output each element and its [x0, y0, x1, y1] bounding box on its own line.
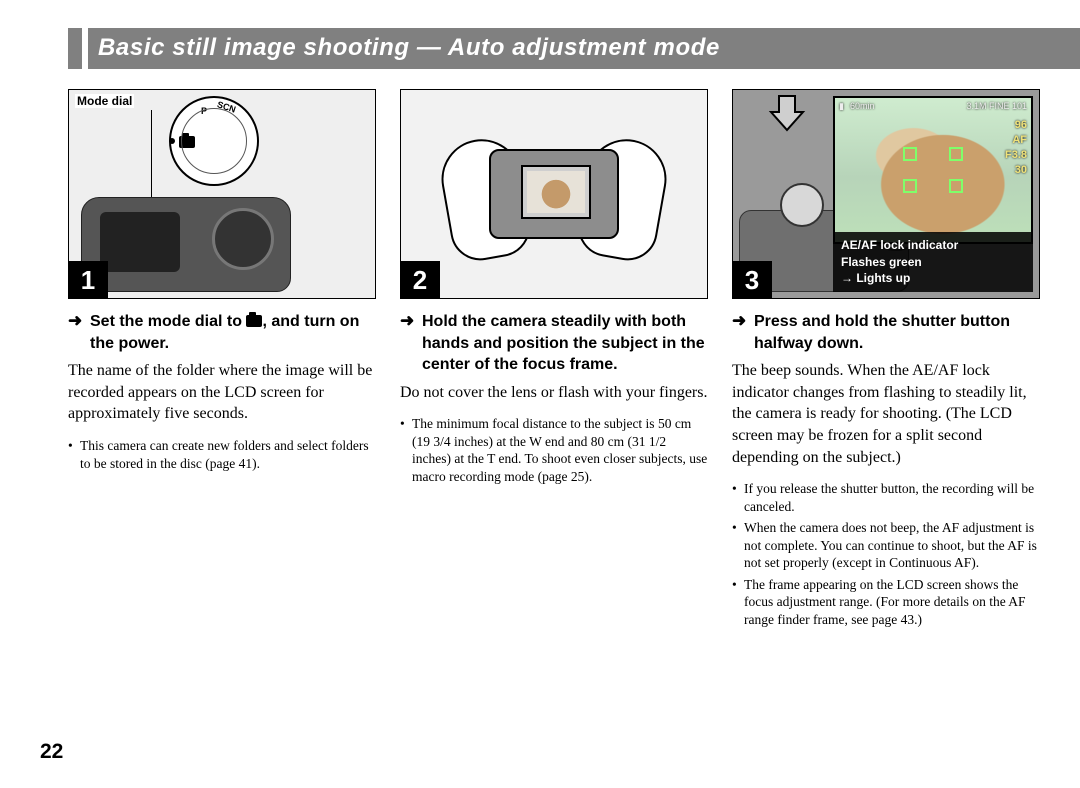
- step-1-notes: This camera can create new folders and s…: [68, 437, 376, 472]
- step-1: Mode dial P SCN 1 ➜ Set the mode dial to…: [68, 89, 376, 633]
- mode-dial-label: Mode dial: [75, 94, 134, 108]
- step-2-heading: ➜ Hold the camera steadily with both han…: [400, 311, 708, 376]
- lcd-right-readout: 96 AF F3.8 30: [1005, 118, 1027, 177]
- arrow-right-icon: ➜: [68, 311, 86, 354]
- lcd-shutter: 30: [1005, 163, 1027, 178]
- arrow-right-icon: ➜: [400, 311, 418, 376]
- step-2-notes: The minimum focal distance to the subjec…: [400, 415, 708, 485]
- step-1-body: The name of the folder where the image w…: [68, 360, 376, 425]
- battery-icon: ▮: [839, 101, 844, 112]
- lcd-shots-left: 96: [1005, 118, 1027, 133]
- step-number-1: 1: [68, 261, 108, 299]
- lcd-aperture: F3.8: [1005, 148, 1027, 163]
- step-columns: Mode dial P SCN 1 ➜ Set the mode dial to…: [0, 89, 1080, 633]
- step-3-illustration: ▮ 60min 3.1M FINE 101 96 AF F3.8 30 AE/A…: [732, 89, 1040, 299]
- step-3-heading: ➜ Press and hold the shutter button half…: [732, 311, 1040, 354]
- list-item: The minimum focal distance to the subjec…: [400, 415, 708, 485]
- step-3: ▮ 60min 3.1M FINE 101 96 AF F3.8 30 AE/A…: [732, 89, 1040, 633]
- step-3-heading-text: Press and hold the shutter button halfwa…: [754, 311, 1040, 354]
- step-3-body: The beep sounds. When the AE/AF lock ind…: [732, 360, 1040, 468]
- lcd-caption-title: AE/AF lock indicator: [841, 237, 1025, 253]
- lcd-time-remaining: 60min: [850, 101, 875, 111]
- step-1-heading-prefix: Set the mode dial to: [90, 313, 246, 330]
- page-header: Basic still image shooting — Auto adjust…: [68, 28, 1080, 69]
- step-2-heading-text: Hold the camera steadily with both hands…: [422, 311, 708, 376]
- lcd-caption: AE/AF lock indicator Flashes green → Lig…: [833, 232, 1033, 292]
- step-3-notes: If you release the shutter button, the r…: [732, 480, 1040, 628]
- holding-camera-icon: [459, 129, 649, 259]
- mode-dial-icon: P SCN: [169, 96, 259, 186]
- camera-icon: [246, 315, 262, 327]
- mode-dial-scn: SCN: [216, 99, 237, 114]
- lcd-quality: 3.1M FINE 101: [966, 101, 1027, 111]
- lcd-af: AF: [1005, 133, 1027, 148]
- step-2-body: Do not cover the lens or flash with your…: [400, 382, 708, 404]
- camera-icon: [179, 134, 195, 150]
- arrow-down-icon: [767, 94, 807, 132]
- camera-body-icon: [81, 197, 291, 292]
- list-item: If you release the shutter button, the r…: [732, 480, 1040, 515]
- step-2-illustration: 2: [400, 89, 708, 299]
- list-item: When the camera does not beep, the AF ad…: [732, 519, 1040, 572]
- lcd-status-bar: ▮ 60min 3.1M FINE 101: [835, 98, 1031, 114]
- page-number: 22: [40, 740, 63, 764]
- step-1-illustration: Mode dial P SCN 1: [68, 89, 376, 299]
- focus-frame-icon: [903, 147, 963, 193]
- step-2: 2 ➜ Hold the camera steadily with both h…: [400, 89, 708, 633]
- lcd-screen: ▮ 60min 3.1M FINE 101 96 AF F3.8 30: [833, 96, 1033, 244]
- mode-dial-p: P: [201, 106, 207, 116]
- step-number-3: 3: [732, 261, 772, 299]
- lcd-caption-line3: → Lights up: [841, 270, 1025, 286]
- page-title: Basic still image shooting — Auto adjust…: [88, 28, 1080, 69]
- header-accent-bar: [68, 28, 82, 69]
- step-number-2: 2: [400, 261, 440, 299]
- step-1-heading: ➜ Set the mode dial to , and turn on the…: [68, 311, 376, 354]
- list-item: This camera can create new folders and s…: [68, 437, 376, 472]
- list-item: The frame appearing on the LCD screen sh…: [732, 576, 1040, 629]
- arrow-right-icon: ➜: [732, 311, 750, 354]
- lcd-caption-line2: Flashes green: [841, 254, 1025, 270]
